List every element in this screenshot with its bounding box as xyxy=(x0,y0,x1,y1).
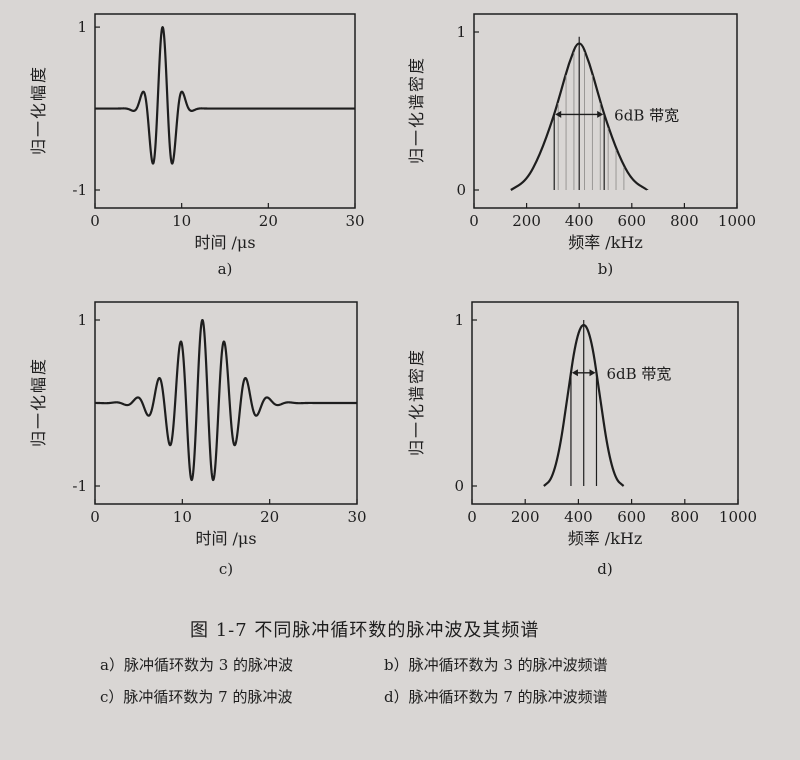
x-tick-label: 20 xyxy=(259,212,278,230)
caption-item-b: b）脉冲循环数为 3 的脉冲波频谱 xyxy=(384,656,608,674)
x-tick-label: 10 xyxy=(173,508,192,526)
x-tick-label: 800 xyxy=(670,212,699,230)
x-tick-label: 400 xyxy=(564,508,593,526)
caption-item-a: a）脉冲循环数为 3 的脉冲波 xyxy=(100,656,294,674)
x-tick-label: 20 xyxy=(260,508,279,526)
bandwidth-annotation: 6dB 带宽 xyxy=(606,365,671,383)
x-tick-label: 0 xyxy=(469,212,479,230)
bandwidth-annotation: 6dB 带宽 xyxy=(614,106,679,124)
subplot-label: b) xyxy=(598,260,613,278)
x-tick-label: 200 xyxy=(511,508,540,526)
chart-d: 0 200 400 600 800 1000 0 1 频率 /kHz 归一化谱密度 d) 6dB 带宽 xyxy=(407,301,757,578)
x-tick-label: 200 xyxy=(512,212,541,230)
x-tick-label: 0 xyxy=(90,508,100,526)
x-tick-label: 1000 xyxy=(718,212,756,230)
y-tick-label: 1 xyxy=(77,18,87,36)
x-axis-label: 时间 /μs xyxy=(195,529,256,548)
x-tick-label: 400 xyxy=(565,212,594,230)
plot-frame xyxy=(94,13,356,209)
x-tick-label: 30 xyxy=(345,212,364,230)
series-line xyxy=(94,26,356,165)
caption-item-c: c）脉冲循环数为 7 的脉冲波 xyxy=(100,688,293,706)
y-tick-label: 1 xyxy=(454,311,464,329)
series-line xyxy=(94,319,358,482)
y-axis-label: 归一化谱密度 xyxy=(407,348,426,456)
x-axis-label: 频率 /kHz xyxy=(568,233,643,252)
x-axis-label: 频率 /kHz xyxy=(568,529,643,548)
y-tick-label: 0 xyxy=(454,477,464,495)
y-axis-label: 归一化幅度 xyxy=(29,65,48,155)
y-tick-label: 0 xyxy=(456,181,466,199)
subplot-label: a) xyxy=(218,260,233,278)
x-axis-label: 时间 /μs xyxy=(194,233,255,252)
plot-frame xyxy=(473,13,738,209)
arrow-head-left xyxy=(571,369,578,377)
caption-item-d: d）脉冲循环数为 7 的脉冲波频谱 xyxy=(384,688,608,706)
x-tick-label: 0 xyxy=(90,212,100,230)
y-axis-label: 归一化谱密度 xyxy=(407,56,426,164)
plot-frame xyxy=(471,301,739,505)
chart-c: 0 10 20 30 -1 1 时间 /μs 归一化幅度 c) xyxy=(29,301,367,578)
x-tick-label: 30 xyxy=(347,508,366,526)
x-tick-label: 10 xyxy=(172,212,191,230)
x-tick-label: 600 xyxy=(617,508,646,526)
arrow-head-left xyxy=(555,110,562,118)
chart-b: 0 200 400 600 800 1000 0 1 频率 /kHz 归一化谱密度 b) 6dB 带宽 xyxy=(407,13,756,278)
x-tick-label: 1000 xyxy=(719,508,757,526)
y-tick-label: -1 xyxy=(72,477,87,495)
y-axis-label: 归一化幅度 xyxy=(29,357,48,447)
x-tick-label: 0 xyxy=(467,508,477,526)
y-tick-label: 1 xyxy=(77,311,87,329)
chart-a: 0 10 20 30 -1 1 时间 /μs 归一化幅度 a) xyxy=(29,13,365,278)
arrow-head-right xyxy=(597,110,604,118)
caption-title: 图 1-7 不同脉冲循环数的脉冲波及其频谱 xyxy=(190,620,540,641)
arrow-head-right xyxy=(589,369,596,377)
x-tick-label: 800 xyxy=(670,508,699,526)
y-tick-label: 1 xyxy=(456,23,466,41)
x-tick-label: 600 xyxy=(617,212,646,230)
y-tick-label: -1 xyxy=(72,181,87,199)
subplot-label: c) xyxy=(219,560,233,578)
subplot-label: d) xyxy=(597,560,612,578)
